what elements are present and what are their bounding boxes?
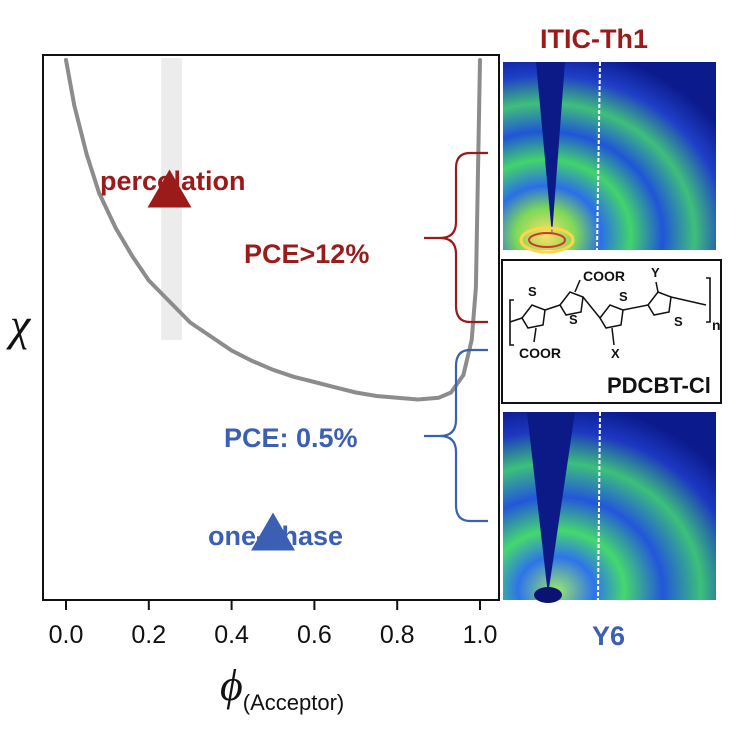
x-axis-label: ϕ(Acceptor) [220,661,344,715]
y6-giwaxs-image [503,411,716,603]
x-tick-label-1: 0.2 [131,621,166,649]
one-phase-marker [251,512,295,551]
percolation-marker [147,169,192,208]
red-pce-label: PCE>12% [244,239,369,269]
coor-top: COOR [583,268,625,284]
x-axis-label-symbol: ϕ [220,661,243,710]
sulfur-1: S [528,284,537,299]
coor-bottom: COOR [519,345,561,361]
top-panel-title: ITIC-Th1 [540,24,648,54]
y-axis-label: χ [6,299,32,350]
x-tick-label-3: 0.6 [297,621,332,649]
red-brace [424,151,488,324]
x-axis-label-subscript: (Acceptor) [243,690,344,715]
x-tick-label-5: 1.0 [463,621,498,649]
x-tick-label-2: 0.4 [214,621,249,649]
plot-frame [42,54,500,601]
itic-th1-giwaxs-image [503,61,716,254]
y-substituent: Y [651,265,660,280]
one-phase-label: one-phase [208,521,343,551]
x-tick-label-4: 0.8 [380,621,415,649]
blue-pce-label: PCE: 0.5% [224,423,358,453]
bottom-panel-title: Y6 [592,621,625,651]
sulfur-4: S [674,314,683,329]
x-tick-label-0: 0.0 [49,621,84,649]
polymer-name: PDCBT-Cl [607,373,711,398]
binodal-curve [64,58,482,402]
x-axis-ticks: 0.0 0.2 0.4 0.6 0.8 1.0 [49,600,498,649]
x-substituent: X [611,346,620,361]
repeat-n: n [712,317,721,333]
pdcbt-cl-structure: S S S S COOR COOR X Y n PDCBT-Cl [501,259,722,404]
blue-brace [424,348,488,523]
sulfur-2: S [569,312,578,327]
sulfur-3: S [619,289,628,304]
